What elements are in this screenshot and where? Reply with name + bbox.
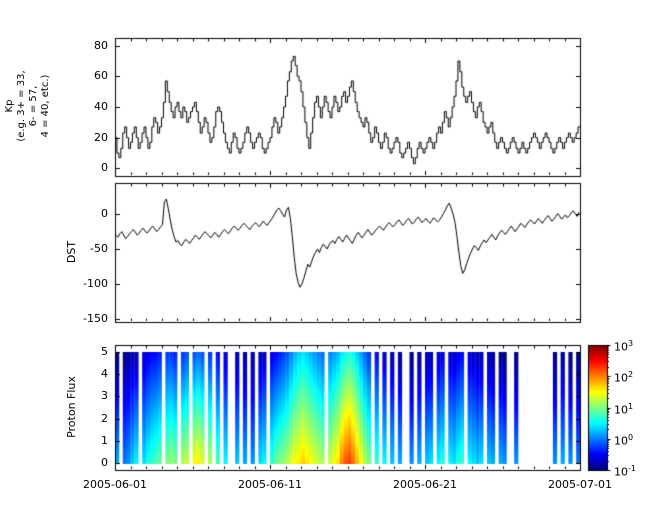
colorbar-tick-label: 101 xyxy=(614,401,634,417)
colorbar-tick-label: 102 xyxy=(614,370,634,385)
kp-ytick-label: 80 xyxy=(94,38,108,52)
proton-flux-ytick-label: 4 xyxy=(101,367,108,381)
proton-flux-ytick-label: 1 xyxy=(101,433,108,447)
proton-flux-ytick-label: 2 xyxy=(101,411,108,425)
dst-ytick-label: 0 xyxy=(101,207,108,221)
kp-ytick-label: 0 xyxy=(101,161,108,175)
dst-ytick-label: -150 xyxy=(83,311,108,325)
kp-axis-label: Kp (e.g. 3+ = 33, 6- = 57, 4 = 40, etc.) xyxy=(4,70,51,142)
proton-flux-ytick-label: 5 xyxy=(101,344,108,358)
colorbar-tick-label: 100 xyxy=(614,432,634,448)
x-tick-label: 2005-06-11 xyxy=(238,478,302,491)
proton-flux-ytick-label: 3 xyxy=(101,389,108,403)
dst-ytick-label: -50 xyxy=(90,242,108,256)
proton-flux-ytick-label: 0 xyxy=(101,456,108,470)
kp-ytick-label: 20 xyxy=(94,130,108,144)
kp-ytick-label: 40 xyxy=(94,100,108,113)
colorbar-tick-label: 10-1 xyxy=(614,464,636,479)
x-tick-label: 2005-07-01 xyxy=(548,478,612,491)
colorbar-tick-label: 103 xyxy=(614,339,634,354)
dst-ytick-label: -100 xyxy=(83,276,108,290)
kp-ytick-label: 60 xyxy=(94,69,108,83)
x-tick-label: 2005-06-21 xyxy=(393,478,457,491)
x-tick-label: 2005-06-01 xyxy=(83,478,147,491)
